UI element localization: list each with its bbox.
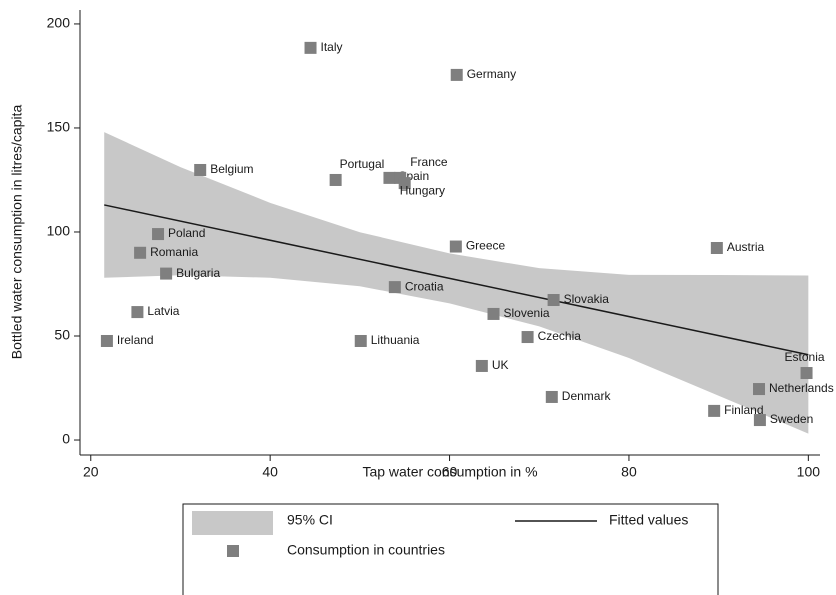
point-label: Portugal — [340, 157, 385, 171]
point-label: Croatia — [405, 279, 444, 293]
y-axis-title: Bottled water consumption in litres/capi… — [9, 105, 25, 360]
point — [753, 414, 766, 427]
point-label: Ireland — [117, 333, 154, 347]
ci-band — [104, 132, 809, 434]
point-label: Italy — [321, 40, 343, 54]
x-tick-label: 80 — [621, 464, 637, 480]
legend-label: Consumption in countries — [287, 542, 445, 558]
point-label: Latvia — [147, 304, 179, 318]
point-label: Lithuania — [371, 333, 420, 347]
point-label: Poland — [168, 226, 205, 240]
point-label: Hungary — [400, 183, 445, 197]
y-tick-label: 200 — [47, 15, 71, 31]
point — [710, 241, 723, 254]
point — [487, 307, 500, 320]
y-tick-label: 0 — [62, 431, 70, 447]
point — [329, 173, 342, 186]
point-label: Bulgaria — [176, 266, 220, 280]
point — [304, 41, 317, 54]
point-label: Belgium — [210, 162, 253, 176]
point-label: Greece — [466, 239, 506, 253]
x-tick-label: 40 — [262, 464, 278, 480]
point — [160, 267, 173, 280]
point — [354, 334, 367, 347]
x-tick-label: 20 — [83, 464, 99, 480]
point-label: Austria — [727, 240, 765, 254]
point — [398, 177, 411, 190]
y-tick-label: 50 — [54, 327, 70, 343]
point-label: Netherlands — [769, 381, 834, 395]
legend-label: Fitted values — [609, 512, 688, 528]
point — [100, 334, 113, 347]
point-label: Germany — [467, 67, 516, 81]
point — [521, 331, 534, 344]
legend-swatch — [227, 545, 239, 557]
legend: 95% CI Fitted values Consumption in countr… — [192, 511, 688, 558]
point-label: Sweden — [770, 412, 813, 426]
point — [194, 163, 207, 176]
point — [152, 228, 165, 241]
point — [134, 246, 147, 259]
point — [547, 294, 560, 307]
y-tick-label: 150 — [47, 119, 71, 135]
fitted-line — [104, 204, 809, 356]
point-label: Slovakia — [564, 292, 610, 306]
point-label: Romania — [150, 245, 198, 259]
point-label: Estonia — [785, 350, 825, 364]
point-label: Denmark — [562, 389, 612, 403]
point — [131, 306, 144, 319]
point-label: Finland — [724, 403, 763, 417]
x-tick-label: 60 — [442, 464, 458, 480]
x-axis-title: Tap water consumption in % — [362, 464, 537, 480]
legend-swatch — [192, 511, 273, 535]
point — [753, 383, 766, 396]
point — [388, 281, 401, 294]
point — [800, 367, 813, 380]
point-label: France — [410, 155, 448, 169]
legend-label: 95% CI — [287, 512, 333, 528]
point — [545, 390, 558, 403]
point-label: Slovenia — [504, 306, 550, 320]
point — [708, 404, 721, 417]
point-label: Czechia — [538, 329, 582, 343]
point — [449, 240, 462, 253]
point-label: UK — [492, 358, 509, 372]
point — [450, 68, 463, 81]
y-tick-label: 100 — [47, 223, 71, 239]
x-tick-label: 100 — [797, 464, 821, 480]
point — [383, 171, 396, 184]
point — [475, 359, 488, 372]
